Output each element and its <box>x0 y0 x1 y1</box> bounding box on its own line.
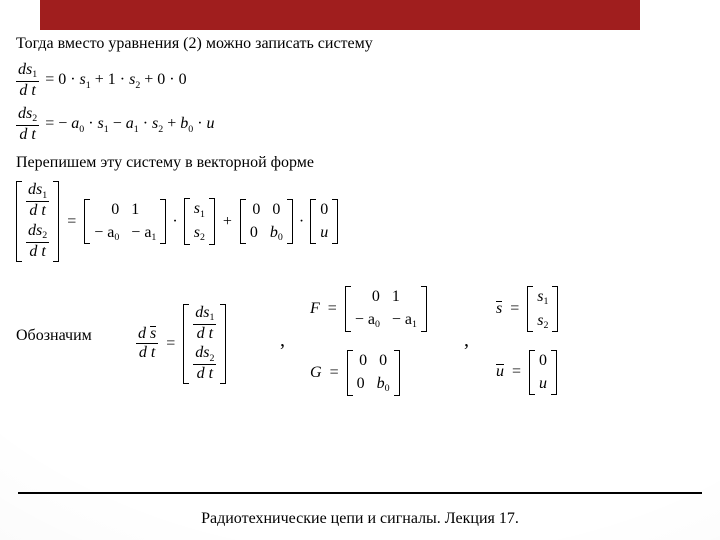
ode-2: ds2 d t = − a0 · s1 − a1 · s2 + b0 · u <box>16 106 706 144</box>
intro-line-2: Перепишем эту систему в векторной форме <box>16 153 706 173</box>
ode-1: ds1 d t = 0 · s1 + 1 · s2 + 0 · 0 <box>16 62 706 100</box>
def-dsdt: d s d t = ds1d t ds2d t <box>136 304 226 384</box>
slide-body: Тогда вместо уравнения (2) можно записат… <box>16 34 706 406</box>
definitions-block: Обозначим d s d t = ds1d t ds2d t , F= <box>16 276 706 406</box>
footer-text: Радиотехнические цепи и сигналы. Лекция … <box>0 510 720 528</box>
vector-equation: ds1d t ds2d t = 01 − a0 − a1 · s1 s2 + <box>16 181 706 261</box>
intro-line-1: Тогда вместо уравнения (2) можно записат… <box>16 34 706 54</box>
header-red-bar <box>40 0 640 30</box>
ode2-rhs: = − a0 · s1 − a1 · s2 + b0 · u <box>45 114 214 135</box>
u-vector: 0 u <box>310 199 338 244</box>
def-ubar: u= 0 u <box>496 350 557 395</box>
def-F: F= 01 − a0− a1 <box>310 286 427 332</box>
def-G: G= 00 0b0 <box>310 350 400 396</box>
ode2-lhs: ds2 d t <box>16 106 39 144</box>
equals-1: = <box>67 212 76 232</box>
comma-1: , <box>272 328 293 353</box>
bottom-rule <box>18 492 702 494</box>
ode1-lhs: ds1 d t <box>16 62 39 100</box>
ode1-rhs: = 0 · s1 + 1 · s2 + 0 · 0 <box>45 70 186 91</box>
dsdt-column: ds1d t ds2d t <box>16 181 59 261</box>
A-matrix: 01 − a0 − a1 <box>84 199 166 245</box>
def-sbar: s= s1 s2 <box>496 286 558 333</box>
B-matrix: 00 0b0 <box>240 199 293 245</box>
comma-2: , <box>456 328 477 353</box>
s-vector: s1 s2 <box>184 198 215 245</box>
define-label: Обозначим <box>16 326 92 346</box>
